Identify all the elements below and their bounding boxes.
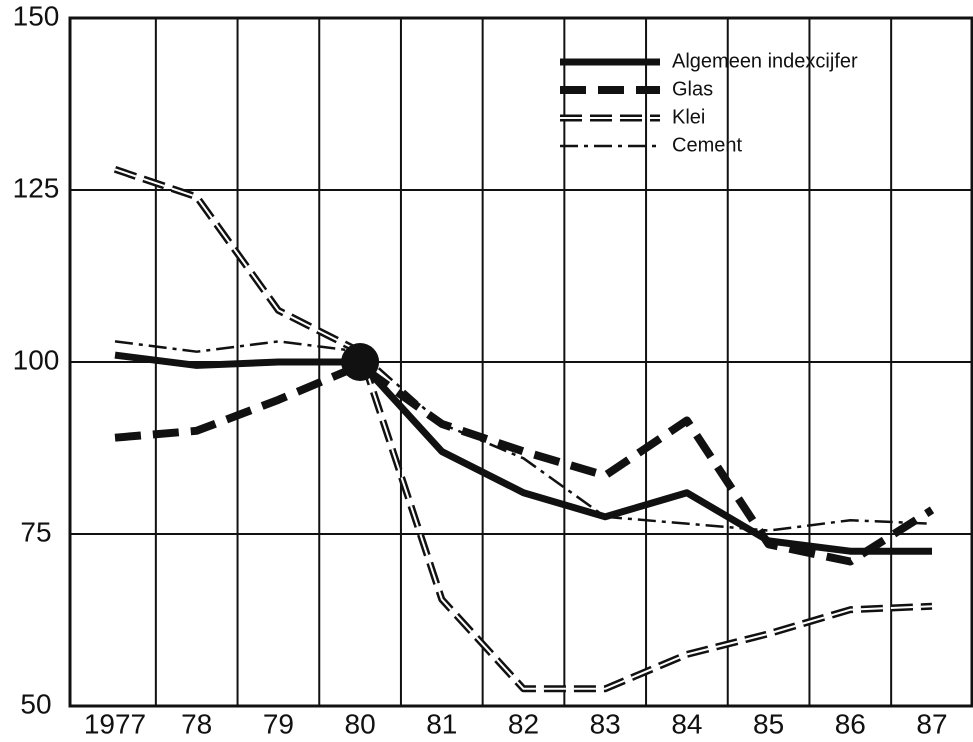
x-tick-label: 83 (590, 708, 621, 739)
series-line (114, 340, 933, 532)
y-tick-label: 50 (20, 688, 51, 719)
x-tick-label: 81 (426, 708, 457, 739)
series-line (114, 351, 932, 555)
x-tick-label: 80 (345, 708, 376, 739)
x-tick-label: 78 (181, 708, 212, 739)
x-tick-label: 86 (835, 708, 866, 739)
x-tick-label: 79 (263, 708, 294, 739)
x-tick-label: 85 (753, 708, 784, 739)
legend-label: Cement (672, 134, 742, 156)
legend-label: Klei (672, 106, 705, 128)
x-tick-label: 82 (508, 708, 539, 739)
y-tick-label: 125 (13, 172, 60, 203)
x-tick-label: 84 (671, 708, 702, 739)
y-tick-label: 75 (20, 516, 51, 547)
legend-label: Algemeen indexcijfer (672, 50, 858, 72)
legend-label: Glas (672, 78, 713, 100)
plot-frame (68, 16, 973, 708)
y-tick-label: 150 (13, 0, 60, 31)
y-tick-label: 100 (13, 344, 60, 375)
x-tick-label: 1977 (84, 708, 146, 739)
x-tick-label: 87 (916, 708, 947, 739)
series-line-inner (114, 168, 933, 690)
base-marker (341, 343, 380, 381)
series-line (114, 361, 935, 566)
